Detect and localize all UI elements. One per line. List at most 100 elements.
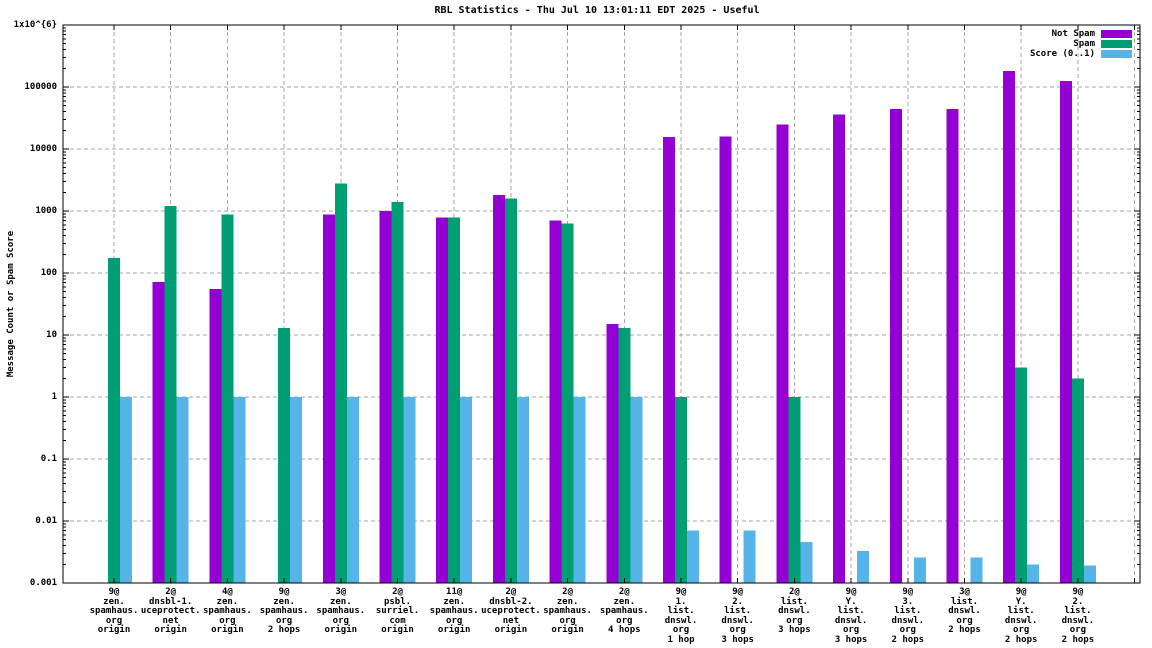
legend-item-not-spam: Not Spam — [1030, 29, 1132, 39]
x-category-label-line: 2 hops — [891, 634, 925, 645]
bar-score-0-1-12 — [743, 530, 756, 583]
bar-score-0-1-16 — [970, 557, 983, 583]
x-category-label: 2@ dnsbl-2. uceprotect. net origin — [481, 587, 541, 636]
x-category-label-line: zen. — [103, 596, 125, 607]
x-category-label-line: spamhaus. — [203, 606, 252, 617]
x-category-label-line: 9@ — [1015, 587, 1027, 597]
x-category-label: 4@ zen. spamhaus. org origin — [203, 587, 252, 636]
bar-not-spam-9 — [549, 220, 562, 583]
y-tick-label: 1000 — [35, 206, 57, 216]
x-category-label-line: 3. — [902, 596, 914, 607]
bar-not-spam-3 — [209, 289, 222, 583]
x-category-label: 11@ zen. spamhaus. org origin — [429, 587, 479, 636]
x-category-label-line: com — [389, 615, 406, 626]
legend-swatch-not-spam — [1101, 30, 1132, 38]
bar-spam-13 — [788, 397, 801, 583]
x-category-label-line: surriel. — [375, 606, 420, 617]
x-category-label-line: org — [219, 615, 236, 626]
x-category-label-line: 2@ — [618, 587, 630, 597]
x-category-label-line: dnsbl-1. — [149, 596, 193, 607]
bar-not-spam-16 — [946, 109, 959, 584]
x-category-label: 9@ Y. list. dnswl. org 2 hops — [1005, 587, 1038, 646]
y-tick-label: 10 — [46, 330, 57, 340]
y-tick-label: 0.01 — [35, 516, 57, 526]
bar-score-0-1-2 — [176, 397, 189, 583]
x-category-label-line: 2 hops — [948, 625, 981, 636]
x-category-label-line: org — [729, 625, 746, 636]
x-category-label-line: org — [1013, 625, 1030, 636]
x-category-label-line: 9@ — [902, 587, 914, 597]
x-category-label-line: zen. — [273, 596, 295, 607]
bar-spam-10 — [618, 327, 631, 583]
y-tick-label: 100000 — [24, 82, 57, 92]
x-category-label-line: 9@ — [1072, 587, 1084, 597]
x-category-label-line: org — [275, 615, 293, 626]
x-category-label-line: origin — [494, 625, 528, 636]
bar-not-spam-11 — [663, 137, 675, 583]
x-category-label: 2@ psbl. surriel. com origin — [375, 587, 420, 636]
bar-score-0-1-4 — [290, 397, 303, 583]
bar-spam-6 — [391, 201, 404, 583]
bar-not-spam-10 — [606, 324, 619, 583]
x-category-label-line: dnswl. — [664, 615, 698, 626]
x-category-label-line: dnswl. — [721, 615, 754, 626]
bar-not-spam-15 — [889, 109, 902, 584]
x-category-label: 2@ dnsbl-1. uceprotect. net origin — [140, 587, 201, 636]
x-category-label-line: dnswl. — [948, 606, 981, 617]
x-category-label-line: 3@ — [959, 587, 970, 597]
x-category-label-line: org — [842, 625, 860, 636]
bar-score-0-1-3 — [233, 397, 246, 583]
x-category-label-line: 1. — [675, 596, 687, 607]
bar-score-0-1-9 — [573, 397, 586, 583]
x-category-label-line: list. — [837, 606, 865, 617]
bar-score-0-1-13 — [800, 541, 813, 583]
x-category-label-line: origin — [324, 625, 358, 636]
x-category-label-line: spamhaus. — [316, 606, 366, 617]
y-tick-label: 1x10^{6} — [13, 20, 57, 30]
legend-label-spam: Spam — [1073, 39, 1095, 49]
bar-score-0-1-14 — [857, 550, 870, 583]
x-category-label: 3@ list. dnswl. org 2 hops — [948, 587, 981, 636]
bar-not-spam-8 — [492, 195, 505, 584]
x-category-label-line: 2@ — [788, 587, 800, 597]
x-category-label-line: spamhaus. — [259, 606, 309, 617]
x-category-label-line: spamhaus. — [429, 606, 479, 617]
x-category-label-line: list. — [894, 606, 922, 617]
x-category-label-line: org — [332, 615, 349, 626]
bar-spam-3 — [221, 214, 234, 583]
bar-score-0-1-5 — [346, 397, 359, 583]
x-category-label-line: 9@ — [732, 587, 744, 597]
x-category-label-line: 2@ — [562, 587, 574, 597]
x-category-label-line: zen. — [329, 596, 352, 607]
bar-score-0-1-6 — [403, 397, 416, 583]
x-category-label-line: spamhaus. — [89, 606, 139, 617]
y-axis-title: Message Count or Spam Score — [6, 230, 16, 378]
legend-label-not-spam: Not Spam — [1051, 29, 1095, 39]
x-category-label: 9@ zen. spamhaus. org origin — [89, 587, 139, 636]
bar-not-spam-14 — [833, 114, 846, 583]
x-category-label-line: org — [786, 615, 803, 626]
x-category-label-line: list. — [667, 606, 695, 617]
bar-not-spam-6 — [379, 211, 392, 583]
bar-score-0-1-17 — [1027, 564, 1040, 583]
y-tick-label: 100 — [40, 268, 57, 278]
bar-not-spam-17 — [1003, 71, 1016, 584]
x-category-label-line: org — [672, 625, 690, 636]
x-category-label-line: 4@ — [221, 587, 233, 597]
x-category-label: 9@ 3. list. dnswl. org 2 hops — [891, 587, 925, 646]
x-category-label-line: uceprotect. — [140, 606, 201, 617]
x-category-label-line: 2@ — [165, 587, 177, 597]
x-category-label-line: origin — [154, 625, 187, 636]
x-category-label-line: origin — [211, 625, 244, 636]
x-category-label-line: zen. — [216, 596, 239, 607]
x-category-label-line: origin — [437, 625, 471, 636]
x-category-label-line: org — [899, 625, 916, 636]
x-category-label-line: origin — [97, 625, 131, 636]
y-tick-label: 0.1 — [40, 454, 57, 464]
x-category-label-line: 2@ — [505, 587, 517, 597]
x-category-label-line: org — [446, 615, 463, 626]
bar-score-0-1-10 — [630, 397, 643, 583]
x-category-label-line: dnswl. — [778, 606, 811, 617]
